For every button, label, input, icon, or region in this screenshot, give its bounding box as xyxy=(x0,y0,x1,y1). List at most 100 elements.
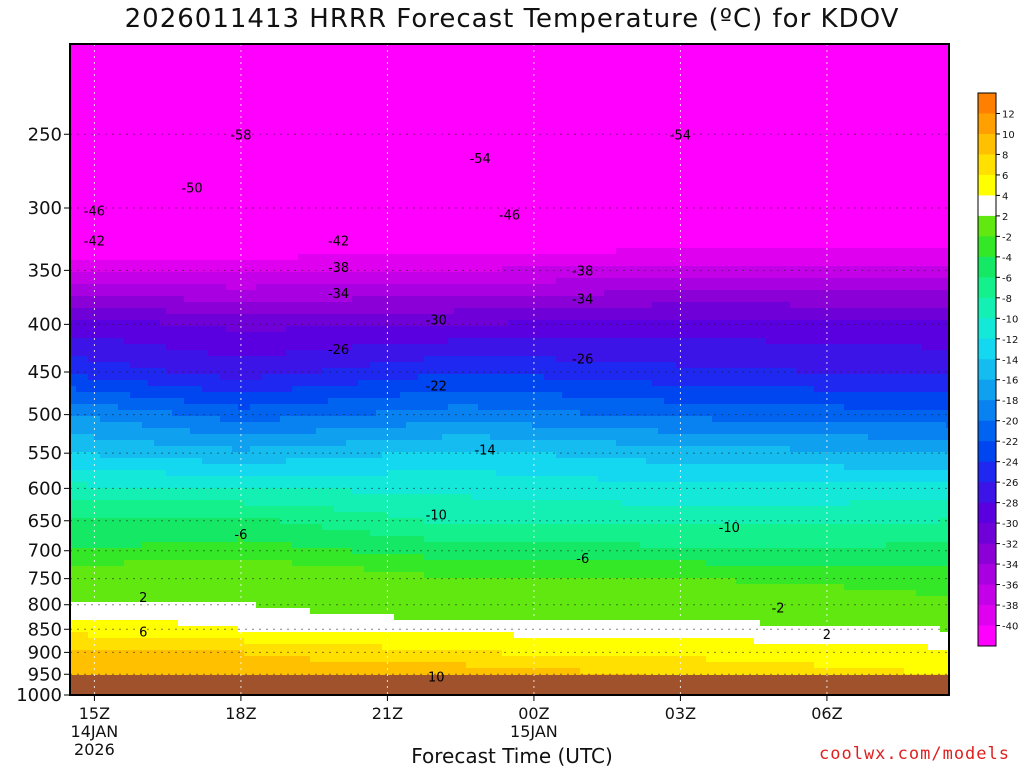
colorbar-swatch xyxy=(978,297,996,319)
colorbar-tick-label: -10 xyxy=(1002,314,1018,325)
x-tick-label: 21Z xyxy=(372,704,403,723)
colorbar-swatch xyxy=(978,318,996,340)
contour-label: 2 xyxy=(139,591,147,606)
colorbar-swatch xyxy=(978,420,996,442)
colorbar-swatch xyxy=(978,564,996,586)
y-tick-label: 400 xyxy=(28,314,62,335)
y-tick-label: 550 xyxy=(28,443,62,464)
contour-label: -54 xyxy=(670,128,691,143)
contour-label: -10 xyxy=(719,521,740,536)
contour-label: -10 xyxy=(426,508,447,523)
colorbar-tick-label: -16 xyxy=(1002,376,1018,387)
colorbar-swatch xyxy=(978,93,996,114)
x-tick-label: 03Z xyxy=(665,704,696,723)
colorbar-swatch xyxy=(978,461,996,483)
x-tick-label: 15Z xyxy=(79,704,110,723)
contour-label: -38 xyxy=(572,264,593,279)
colorbar-tick-label: -6 xyxy=(1002,273,1012,284)
colorbar-tick-label: -40 xyxy=(1002,622,1018,633)
contour-label: -26 xyxy=(328,343,349,358)
x-tick-label: 15JAN xyxy=(510,722,558,741)
contour-label: 6 xyxy=(139,626,147,641)
x-axis-label: Forecast Time (UTC) xyxy=(411,744,613,768)
colorbar-tick-label: -26 xyxy=(1002,478,1018,489)
contour-label: -46 xyxy=(499,209,520,224)
colorbar-tick-label: -4 xyxy=(1002,253,1012,264)
contour-label: -14 xyxy=(474,443,495,458)
colorbar-swatch xyxy=(978,502,996,524)
y-tick-label: 350 xyxy=(28,260,62,281)
y-tick-label: 600 xyxy=(28,478,62,499)
colorbar-swatch xyxy=(978,174,996,196)
y-tick-label: 300 xyxy=(28,198,62,219)
contour-label: -6 xyxy=(234,528,247,543)
colorbar-tick-label: -2 xyxy=(1002,232,1012,243)
y-tick-label: 950 xyxy=(28,664,62,685)
y-tick-label: 500 xyxy=(28,405,62,426)
contour-label: -34 xyxy=(572,292,593,307)
colorbar-tick-label: -20 xyxy=(1002,417,1018,428)
colorbar-tick-label: 12 xyxy=(1002,109,1015,120)
contour-label: -34 xyxy=(328,287,349,302)
y-tick-label: 850 xyxy=(28,619,62,640)
contour-label: -22 xyxy=(426,379,447,394)
colorbar-tick-label: 8 xyxy=(1002,150,1008,161)
colorbar-tick-label: -18 xyxy=(1002,396,1018,407)
colorbar-swatch xyxy=(978,154,996,176)
colorbar-swatch xyxy=(978,605,996,627)
colorbar-swatch xyxy=(978,133,996,155)
y-tick-label: 750 xyxy=(28,569,62,590)
y-tick-label: 700 xyxy=(28,541,62,562)
colorbar-swatch xyxy=(978,195,996,217)
contour-label: -2 xyxy=(772,601,785,616)
y-tick-label: 900 xyxy=(28,642,62,663)
contour-label: -50 xyxy=(181,181,202,196)
chart-title: 2026011413 HRRR Forecast Temperature (ºC… xyxy=(124,4,900,34)
colorbar-swatch xyxy=(978,543,996,565)
colorbar-swatch xyxy=(978,236,996,258)
colorbar-swatch xyxy=(978,584,996,606)
colorbar-tick-label: -36 xyxy=(1002,581,1018,592)
contour-label: -54 xyxy=(470,152,491,167)
colorbar-tick-label: -34 xyxy=(1002,560,1018,571)
colorbar-swatch xyxy=(978,277,996,299)
colorbar-tick-label: 6 xyxy=(1002,171,1008,182)
colorbar-swatch xyxy=(978,482,996,504)
colorbar-tick-label: -28 xyxy=(1002,499,1018,510)
colorbar-swatch xyxy=(978,256,996,278)
contour-label: -42 xyxy=(84,234,105,249)
colorbar-tick-label: 2 xyxy=(1002,212,1008,223)
y-tick-label: 250 xyxy=(28,124,62,145)
grid xyxy=(93,44,828,695)
x-tick-label: 00Z xyxy=(518,704,549,723)
colorbar-tick-label: 4 xyxy=(1002,191,1008,202)
colorbar-swatch xyxy=(978,523,996,545)
contour-label: -38 xyxy=(328,261,349,276)
y-tick-label: 1000 xyxy=(16,685,62,706)
contour-label: -42 xyxy=(328,234,349,249)
contour-label: -46 xyxy=(84,205,105,220)
temperature-field xyxy=(70,44,950,696)
colorbar-swatch xyxy=(978,441,996,463)
contour-label: 10 xyxy=(428,670,445,685)
colorbar-tick-label: -8 xyxy=(1002,294,1012,305)
colorbar-tick-label: -30 xyxy=(1002,519,1018,530)
contour-label: -26 xyxy=(572,352,593,367)
colorbar-tick-label: -12 xyxy=(1002,335,1018,346)
contour-label: -6 xyxy=(576,552,589,567)
colorbar-tick-label: -14 xyxy=(1002,355,1018,366)
colorbar-swatch xyxy=(978,215,996,237)
colorbar-swatch xyxy=(978,400,996,422)
colorbar-tick-label: -38 xyxy=(1002,601,1018,612)
contour-label: 2 xyxy=(823,628,831,643)
contour-label: -58 xyxy=(230,128,251,143)
colorbar-tick-label: -32 xyxy=(1002,540,1018,551)
colorbar-swatch xyxy=(978,113,996,135)
colorbar-frame xyxy=(977,92,997,647)
x-tick-label: 2026 xyxy=(74,740,115,759)
colorbar-swatch xyxy=(978,338,996,360)
x-tick-label: 06Z xyxy=(811,704,842,723)
plot-frame xyxy=(69,43,950,696)
y-tick-label: 650 xyxy=(28,511,62,532)
colorbar-tick-label: 10 xyxy=(1002,130,1015,141)
